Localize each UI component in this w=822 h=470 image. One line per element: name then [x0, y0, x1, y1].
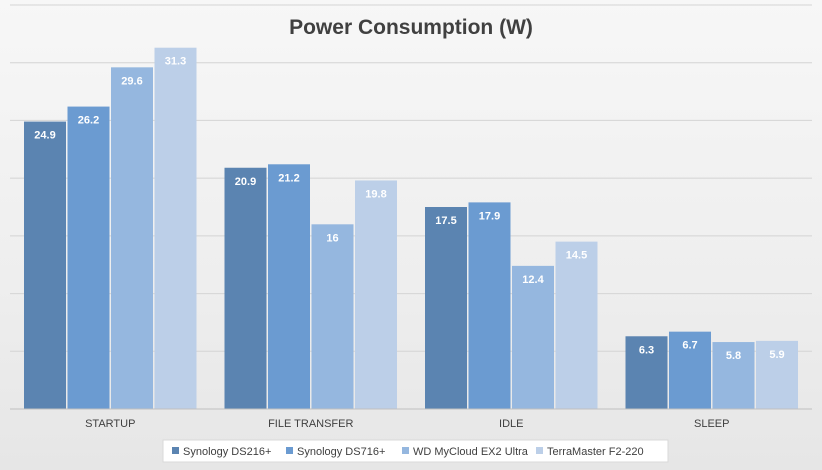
bar	[312, 224, 354, 409]
chart-title: Power Consumption (W)	[289, 16, 533, 39]
data-label: 16	[326, 232, 338, 244]
data-label: 26.2	[78, 115, 99, 127]
bar	[512, 266, 554, 409]
bar	[225, 168, 267, 409]
data-label: 19.8	[365, 188, 386, 200]
data-label: 17.9	[479, 210, 500, 222]
bar	[111, 67, 153, 409]
data-label: 31.3	[165, 56, 186, 68]
x-axis: STARTUP FILE TRANSFER IDLE SLEEP	[10, 409, 812, 430]
bar	[556, 242, 598, 409]
data-label: 5.9	[769, 349, 784, 361]
data-label: 5.8	[726, 350, 741, 362]
bar	[469, 202, 511, 409]
bar	[355, 180, 397, 409]
legend: Synology DS216+ Synology DS716+ WD MyCloud…	[163, 440, 668, 462]
data-label: 14.5	[566, 250, 587, 262]
bar	[155, 48, 197, 409]
data-label: 29.6	[121, 75, 142, 87]
bar	[68, 107, 110, 409]
legend-label: Synology DS216+	[183, 446, 271, 458]
bar	[268, 164, 310, 409]
legend-swatch	[172, 447, 179, 454]
data-label: 17.5	[435, 215, 456, 227]
legend-label: WD MyCloud EX2 Ultra	[413, 446, 529, 458]
bars	[24, 48, 798, 409]
legend-label: Synology DS716+	[297, 446, 385, 458]
data-label: 21.2	[278, 172, 299, 184]
legend-swatch	[536, 447, 543, 454]
legend-swatch	[402, 447, 409, 454]
legend-label: TerraMaster F2-220	[547, 446, 644, 458]
bar	[24, 122, 66, 409]
legend-swatch	[286, 447, 293, 454]
category-label: FILE TRANSFER	[268, 418, 353, 430]
bar	[425, 207, 467, 409]
data-label: 6.3	[639, 344, 654, 356]
data-label: 24.9	[34, 130, 55, 142]
data-label: 6.7	[682, 340, 697, 352]
category-label: IDLE	[499, 418, 523, 430]
data-label: 12.4	[522, 274, 544, 286]
data-label: 20.9	[235, 176, 256, 188]
category-label: STARTUP	[85, 418, 135, 430]
category-label: SLEEP	[694, 418, 729, 430]
